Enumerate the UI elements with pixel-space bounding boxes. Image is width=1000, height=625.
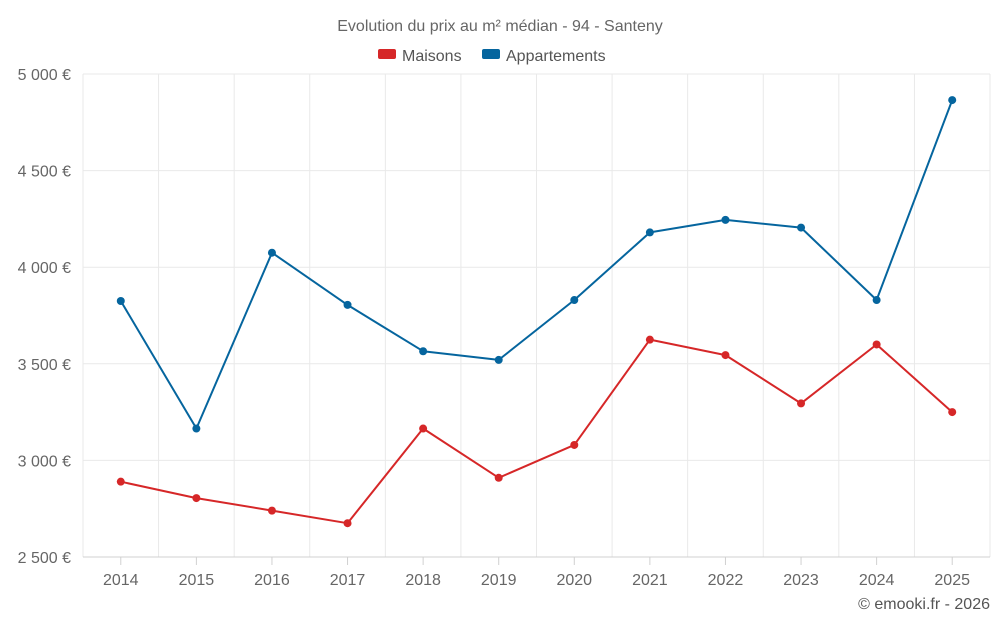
data-point-maisons[interactable] — [570, 440, 579, 449]
legend-item-appartements[interactable]: Appartements — [482, 48, 606, 65]
y-tick-label: 3 500 € — [18, 357, 71, 374]
data-point-maisons[interactable] — [721, 351, 730, 360]
data-point-appartements[interactable] — [192, 424, 201, 433]
legend-swatch-maisons — [378, 49, 396, 59]
y-tick-label: 2 500 € — [18, 550, 71, 567]
legend-item-maisons[interactable]: Maisons — [378, 48, 462, 65]
data-point-maisons[interactable] — [267, 506, 276, 515]
x-tick-label: 2016 — [254, 572, 290, 589]
x-tick-label: 2024 — [859, 572, 895, 589]
data-point-appartements[interactable] — [645, 228, 654, 237]
data-point-appartements[interactable] — [419, 347, 428, 356]
legend: Maisons Appartements — [378, 48, 606, 65]
x-tick-label: 2019 — [481, 572, 517, 589]
x-tick-label: 2022 — [708, 572, 744, 589]
data-point-appartements[interactable] — [343, 300, 352, 309]
data-point-maisons[interactable] — [797, 399, 806, 408]
axes: 2 500 € 3 000 € 3 500 € 4 000 € 4 500 € 5 000… — [18, 67, 990, 589]
data-point-maisons[interactable] — [343, 519, 352, 528]
data-point-appartements[interactable] — [267, 248, 276, 257]
x-tick-label: 2025 — [934, 572, 970, 589]
data-point-maisons[interactable] — [948, 408, 957, 417]
data-point-appartements[interactable] — [570, 296, 579, 305]
x-tick-label: 2023 — [783, 572, 819, 589]
x-tick-label: 2021 — [632, 572, 668, 589]
data-point-appartements[interactable] — [721, 215, 730, 224]
data-point-maisons[interactable] — [192, 494, 201, 503]
chart-title: Evolution du prix au m² médian - 94 - Sa… — [337, 18, 663, 35]
y-tick-label: 5 000 € — [18, 67, 71, 84]
legend-label-appartements: Appartements — [506, 48, 606, 65]
data-point-appartements[interactable] — [872, 296, 881, 305]
series-line-maisons[interactable] — [120, 338, 953, 525]
x-tick-label: 2014 — [103, 572, 139, 589]
legend-swatch-appartements — [482, 49, 500, 59]
y-tick-label: 4 500 € — [18, 164, 71, 181]
x-tick-label: 2017 — [330, 572, 366, 589]
x-tick-label: 2020 — [556, 572, 592, 589]
copyright-credit: © emooki.fr - 2026 — [858, 596, 990, 613]
x-tick-label: 2015 — [179, 572, 215, 589]
series-line-appartements[interactable] — [119, 99, 954, 430]
data-point-appartements[interactable] — [797, 223, 806, 232]
data-point-maisons[interactable] — [645, 335, 654, 344]
data-point-maisons[interactable] — [419, 424, 428, 433]
data-point-appartements[interactable] — [116, 297, 125, 306]
data-point-appartements[interactable] — [948, 96, 957, 105]
series-lines — [116, 96, 957, 528]
x-tick-label: 2018 — [405, 572, 441, 589]
y-tick-label: 4 000 € — [18, 260, 71, 277]
legend-label-maisons: Maisons — [402, 48, 462, 65]
data-point-maisons[interactable] — [116, 477, 125, 486]
data-point-maisons[interactable] — [872, 340, 881, 349]
data-point-appartements[interactable] — [494, 355, 503, 364]
y-tick-label: 3 000 € — [18, 453, 71, 470]
data-point-maisons[interactable] — [494, 473, 503, 482]
gridlines — [82, 73, 991, 557]
